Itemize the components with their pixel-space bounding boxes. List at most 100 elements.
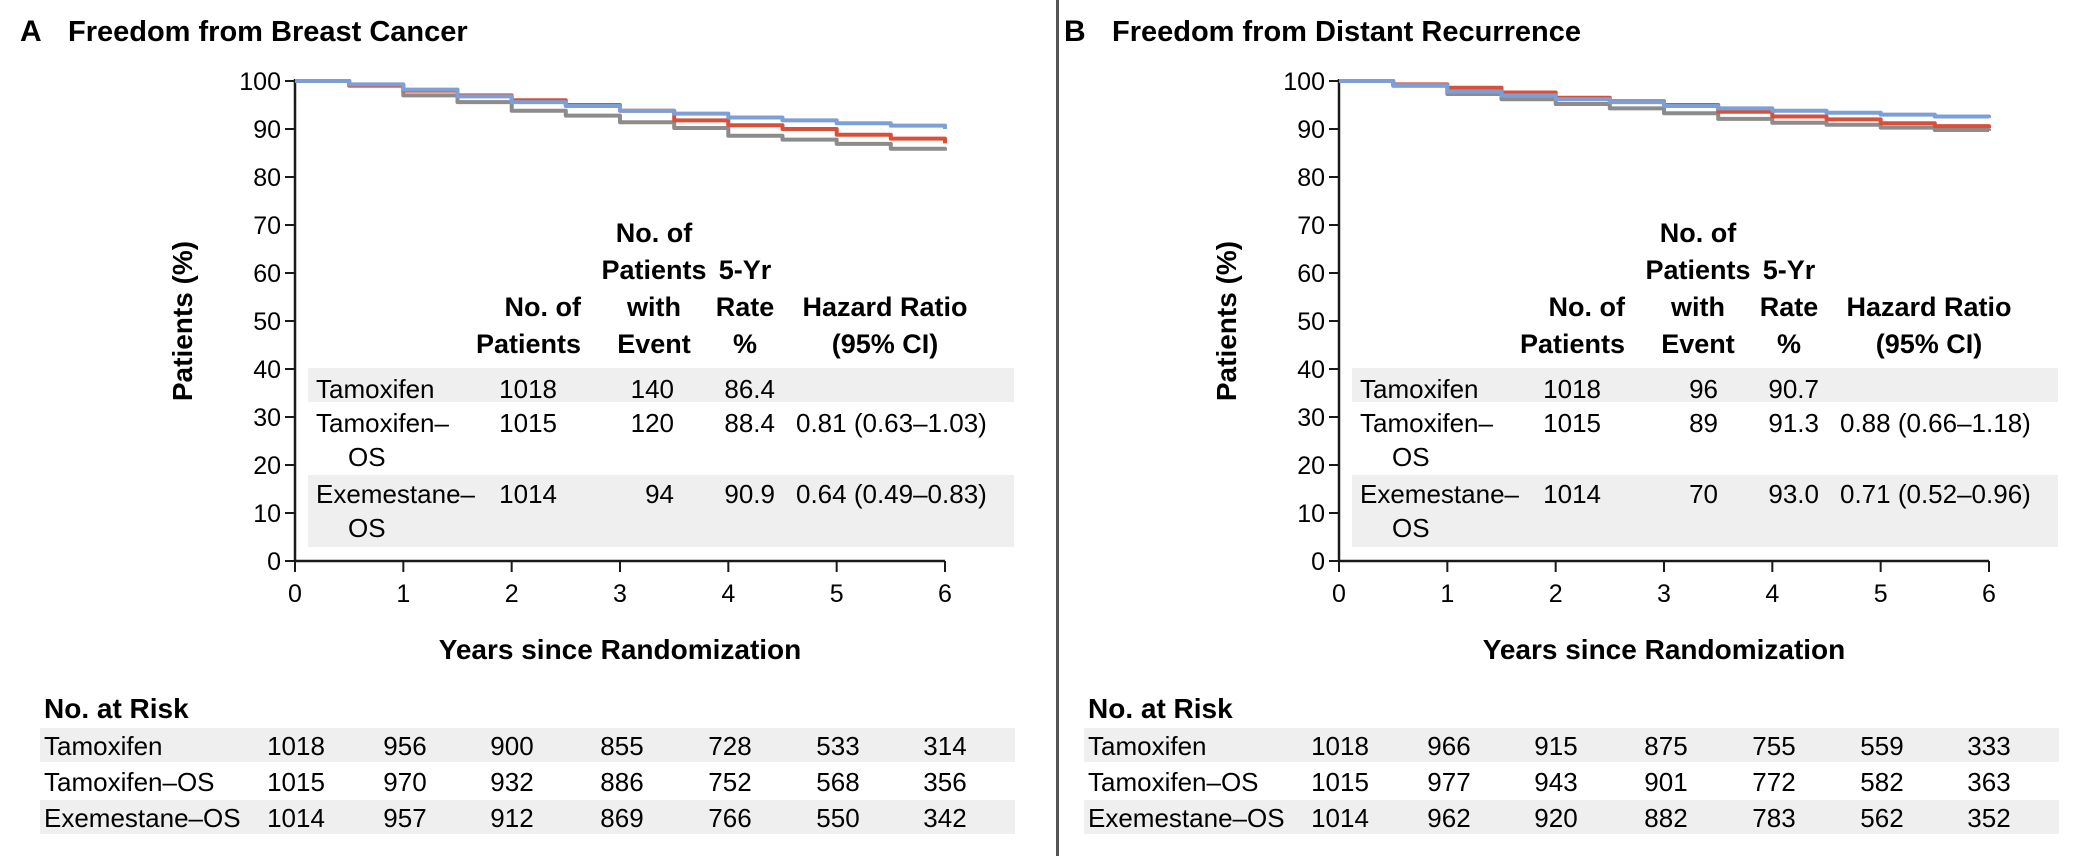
table-cell-events: 94 xyxy=(645,479,674,509)
panel-b: B Freedom from Distant Recurrence 0 10 20 30 4… xyxy=(1044,0,2084,856)
table-cell-rate: 90.9 xyxy=(724,479,775,509)
at-risk-value: 728 xyxy=(708,731,751,761)
chart-title: Freedom from Breast Cancer xyxy=(68,16,468,48)
table-header: Patients xyxy=(476,329,581,359)
at-risk-value: 568 xyxy=(816,767,859,797)
table-header: (95% CI) xyxy=(1876,329,1983,359)
at-risk-value: 352 xyxy=(1967,803,2010,833)
at-risk-value: 957 xyxy=(383,803,426,833)
table-row-label: OS xyxy=(348,513,386,543)
table-cell-hazard-ratio: 0.88 (0.66–1.18) xyxy=(1840,408,2031,438)
table-row-label: Tamoxifen xyxy=(1360,374,1479,404)
chart-a: A Freedom from Breast Cancer0102030405060… xyxy=(20,15,1015,834)
table-row-label: Tamoxifen– xyxy=(316,408,449,438)
x-axis-label: Years since Randomization xyxy=(439,634,802,665)
table-header: % xyxy=(1777,329,1801,359)
panel-divider xyxy=(1056,0,1059,856)
table-cell-rate: 91.3 xyxy=(1768,408,1819,438)
at-risk-value: 772 xyxy=(1752,767,1795,797)
at-risk-value: 533 xyxy=(816,731,859,761)
y-tick-label: 90 xyxy=(1297,116,1325,144)
at-risk-value: 912 xyxy=(490,803,533,833)
at-risk-value: 869 xyxy=(600,803,643,833)
y-tick-label: 90 xyxy=(253,116,281,144)
table-cell-patients: 1015 xyxy=(499,408,557,438)
table-header: 5-Yr xyxy=(1763,255,1816,285)
x-tick-label: 2 xyxy=(1549,580,1563,608)
table-row-label: Tamoxifen– xyxy=(1360,408,1493,438)
table-cell-hazard-ratio: 0.81 (0.63–1.03) xyxy=(796,408,987,438)
x-tick-label: 5 xyxy=(830,580,844,608)
chart-b: B Freedom from Distant Recurrence01020304… xyxy=(1064,15,2059,834)
at-risk-value: 562 xyxy=(1860,803,1903,833)
at-risk-value: 582 xyxy=(1860,767,1903,797)
y-tick-label: 70 xyxy=(253,212,281,240)
at-risk-row-label: Exemestane–OS xyxy=(44,803,241,833)
series-line-tamoxifen-os xyxy=(295,79,947,129)
x-tick-label: 2 xyxy=(505,580,519,608)
table-header: with xyxy=(626,292,681,322)
at-risk-value: 943 xyxy=(1534,767,1577,797)
y-tick-label: 40 xyxy=(1297,356,1325,384)
at-risk-value: 550 xyxy=(816,803,859,833)
at-risk-value: 1015 xyxy=(267,767,325,797)
table-cell-patients: 1015 xyxy=(1543,408,1601,438)
table-header: No. of xyxy=(616,218,693,248)
table-header: Hazard Ratio xyxy=(802,292,967,322)
at-risk-value: 559 xyxy=(1860,731,1903,761)
at-risk-value: 915 xyxy=(1534,731,1577,761)
table-row-label: OS xyxy=(348,442,386,472)
panel-letter: A xyxy=(20,15,42,48)
y-tick-label: 30 xyxy=(1297,404,1325,432)
at-risk-value: 1014 xyxy=(267,803,325,833)
at-risk-value: 900 xyxy=(490,731,533,761)
panel-a: A Freedom from Breast Cancer 0 10 20 30 40 50 60… xyxy=(0,0,1040,856)
y-axis-label: Patients (%) xyxy=(167,241,198,401)
x-tick-label: 6 xyxy=(1982,580,1996,608)
table-cell-rate: 93.0 xyxy=(1768,479,1819,509)
x-tick-label: 0 xyxy=(1332,580,1346,608)
panel-letter: B xyxy=(1064,15,1086,48)
at-risk-value: 932 xyxy=(490,767,533,797)
x-tick-label: 4 xyxy=(1765,580,1779,608)
at-risk-row-shade xyxy=(1084,800,2059,834)
table-header: Hazard Ratio xyxy=(1846,292,2011,322)
table-header: Event xyxy=(617,329,691,359)
at-risk-value: 920 xyxy=(1534,803,1577,833)
table-header: % xyxy=(733,329,757,359)
at-risk-row-label: Tamoxifen xyxy=(44,731,163,761)
table-cell-patients: 1014 xyxy=(1543,479,1601,509)
at-risk-value: 886 xyxy=(600,767,643,797)
table-cell-events: 89 xyxy=(1689,408,1718,438)
at-risk-value: 755 xyxy=(1752,731,1795,761)
x-axis-label: Years since Randomization xyxy=(1483,634,1846,665)
at-risk-value: 1014 xyxy=(1311,803,1369,833)
table-cell-events: 70 xyxy=(1689,479,1718,509)
table-cell-events: 96 xyxy=(1689,374,1718,404)
y-tick-label: 100 xyxy=(239,68,281,96)
y-tick-label: 50 xyxy=(1297,308,1325,336)
x-tick-label: 0 xyxy=(288,580,302,608)
table-header: No. of xyxy=(1660,218,1737,248)
y-tick-label: 30 xyxy=(253,404,281,432)
table-cell-patients: 1018 xyxy=(1543,374,1601,404)
at-risk-value: 342 xyxy=(923,803,966,833)
table-row-shade xyxy=(1352,475,2058,547)
at-risk-value: 901 xyxy=(1644,767,1687,797)
x-tick-label: 3 xyxy=(1657,580,1671,608)
series-line-tamoxifen-os xyxy=(1339,79,1991,119)
x-tick-label: 1 xyxy=(396,580,410,608)
at-risk-value: 314 xyxy=(923,731,966,761)
at-risk-row-label: Tamoxifen–OS xyxy=(1088,767,1259,797)
y-tick-label: 0 xyxy=(267,548,281,576)
table-row-shade xyxy=(1352,368,2058,402)
table-header: with xyxy=(1670,292,1725,322)
y-tick-label: 70 xyxy=(1297,212,1325,240)
at-risk-value: 977 xyxy=(1427,767,1470,797)
at-risk-value: 966 xyxy=(1427,731,1470,761)
at-risk-value: 356 xyxy=(923,767,966,797)
at-risk-row-label: Exemestane–OS xyxy=(1088,803,1285,833)
table-cell-events: 140 xyxy=(631,374,674,404)
at-risk-row-shade xyxy=(40,728,1015,762)
at-risk-value: 956 xyxy=(383,731,426,761)
